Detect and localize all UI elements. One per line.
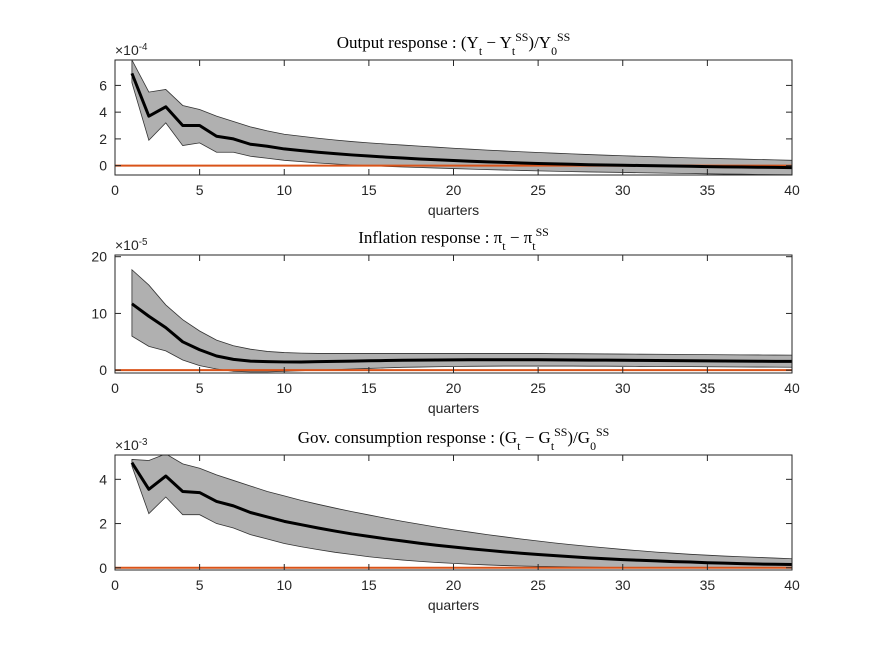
response-line [131,302,792,364]
x-tick-label: 25 [530,182,546,198]
x-tick-label: 10 [276,577,292,593]
x-tick-label: 25 [530,577,546,593]
x-axis-label: quarters [428,597,479,613]
x-tick-label: 15 [361,182,377,198]
plot-layer [115,60,792,175]
chart-title: Inflation response : πt − πtSS [358,225,549,253]
y-tick-label: 0 [99,158,107,174]
confidence-band [131,455,792,569]
chart-title: Gov. consumption response : (Gt − GtSS)/… [298,425,610,453]
y-tick-label: 2 [99,131,107,147]
exponent-label: ×10-4 [115,42,148,59]
x-tick-label: 40 [784,380,800,396]
x-tick-label: 20 [446,577,462,593]
chart-title: Output response : (Yt − YtSS)/Y0SS [337,30,571,58]
x-tick-label: 5 [196,577,204,593]
x-tick-label: 35 [700,380,716,396]
x-tick-label: 15 [361,380,377,396]
x-tick-label: 30 [615,577,631,593]
y-tick-label: 20 [91,249,107,265]
x-tick-label: 10 [276,182,292,198]
x-tick-label: 0 [111,577,119,593]
y-tick-label: 10 [91,305,107,321]
y-tick-label: 6 [99,77,107,93]
y-tick-label: 4 [99,471,107,487]
y-tick-label: 2 [99,516,107,532]
x-tick-label: 10 [276,380,292,396]
x-tick-label: 30 [615,380,631,396]
x-axis-label: quarters [428,202,479,218]
exponent-label: ×10-3 [115,437,148,454]
x-tick-label: 40 [784,182,800,198]
exponent-label: ×10-5 [115,237,148,254]
response-line [130,461,792,566]
y-tick-label: 0 [99,560,107,576]
confidence-band [131,60,792,175]
x-tick-label: 0 [111,182,119,198]
x-tick-label: 20 [446,182,462,198]
x-tick-label: 35 [700,577,716,593]
y-tick-label: 4 [99,104,107,120]
x-tick-label: 5 [196,380,204,396]
x-axis-label: quarters [428,400,479,416]
x-tick-label: 15 [361,577,377,593]
response-line [130,72,792,170]
x-tick-label: 5 [196,182,204,198]
x-tick-label: 35 [700,182,716,198]
x-tick-label: 0 [111,380,119,396]
x-tick-label: 20 [446,380,462,396]
y-tick-label: 0 [99,362,107,378]
x-tick-label: 30 [615,182,631,198]
x-tick-label: 40 [784,577,800,593]
x-tick-label: 25 [530,380,546,396]
